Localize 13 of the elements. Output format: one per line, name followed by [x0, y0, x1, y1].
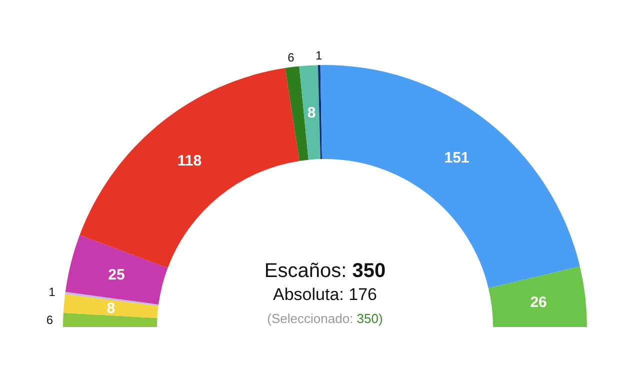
- data-label: 151: [444, 149, 470, 166]
- text: (Seleccionado: 350): [267, 311, 383, 326]
- data-label: 118: [177, 152, 202, 170]
- text: Escaños: 350: [264, 260, 386, 282]
- data-label: 25: [108, 266, 125, 284]
- data-label: 1: [316, 48, 323, 62]
- data-label: 6: [288, 50, 295, 64]
- data-label: 26: [530, 294, 547, 312]
- data-label: 1: [48, 284, 56, 299]
- text: Absoluta: 176: [273, 285, 377, 304]
- data-label: 8: [106, 300, 116, 317]
- data-label: 6: [46, 312, 54, 327]
- data-label: 8: [307, 104, 316, 122]
